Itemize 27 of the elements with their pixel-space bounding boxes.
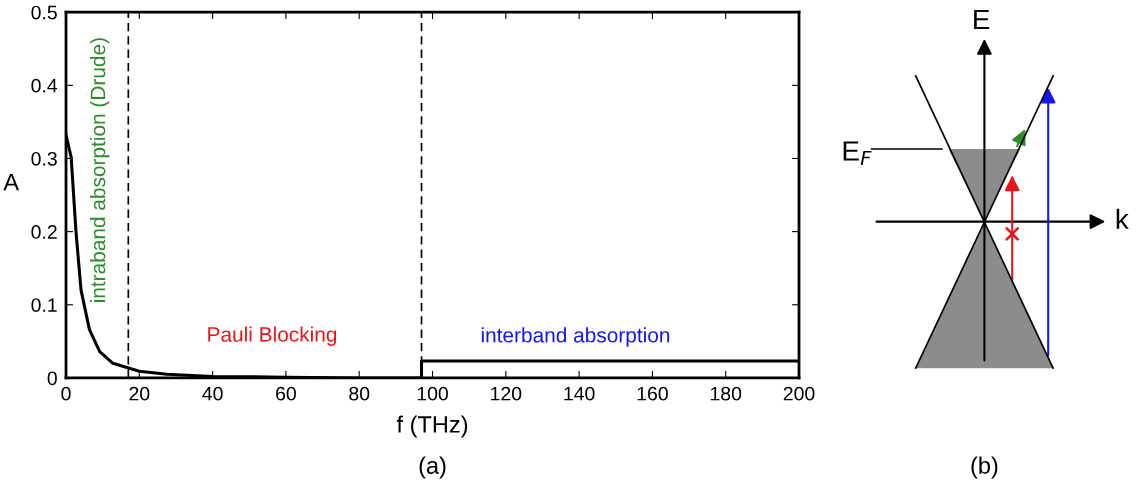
x-tick-label: 80 xyxy=(349,386,370,401)
text: (b) xyxy=(971,456,998,479)
x-tick-label: 60 xyxy=(276,386,296,401)
annotation: interband absorption xyxy=(481,327,670,347)
y-tick-label: 0.1 xyxy=(31,298,57,312)
text: E$_{F}$ xyxy=(843,141,872,166)
x-tick-label: 140 xyxy=(564,386,595,401)
y-tick-label: 0 xyxy=(47,371,57,386)
x-tick-label: 180 xyxy=(710,386,742,401)
text: k xyxy=(1116,208,1129,229)
x-tick-label: 160 xyxy=(637,386,668,401)
x-tick-label: 120 xyxy=(491,386,522,401)
x-tick-label: 40 xyxy=(202,386,223,401)
y-tick-label: 0.3 xyxy=(31,151,57,166)
x-axis-title: f (THz) xyxy=(396,415,468,438)
x-tick-label: 100 xyxy=(417,386,448,401)
x-tick-label: 0 xyxy=(61,386,71,401)
y-axis-title: A xyxy=(3,173,20,191)
annotation: Pauli Blocking xyxy=(208,326,337,346)
x-tick-label: 200 xyxy=(783,386,815,401)
text: (a) xyxy=(419,456,446,479)
y-tick-label: 0.4 xyxy=(31,78,58,93)
y-tick-label: 0.5 xyxy=(31,5,57,20)
y-tick-label: 0.2 xyxy=(31,225,57,239)
x-tick-label: 20 xyxy=(129,386,150,401)
text: E xyxy=(974,9,990,30)
annotation: intraband absorption (Drude) xyxy=(90,38,110,302)
